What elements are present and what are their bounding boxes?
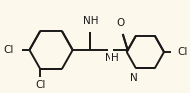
Text: H: H (111, 53, 119, 63)
Text: N: N (105, 53, 113, 63)
Text: Cl: Cl (35, 80, 45, 90)
Text: O: O (117, 18, 125, 28)
Text: Cl: Cl (3, 45, 14, 55)
Text: NH: NH (83, 16, 98, 26)
Text: N: N (130, 73, 138, 83)
Text: Cl: Cl (178, 47, 188, 57)
